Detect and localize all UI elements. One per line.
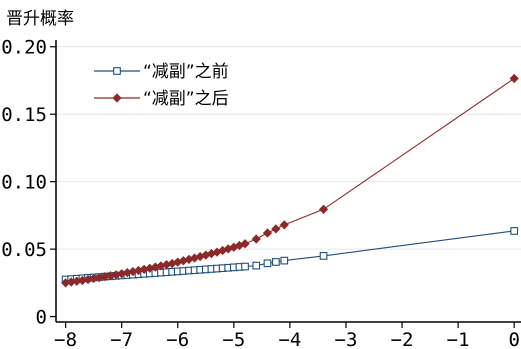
x-tick-label: −2 — [391, 329, 414, 349]
x-tick-label: 0 — [508, 329, 519, 349]
axes — [55, 40, 521, 323]
data-point-diamond — [240, 239, 250, 249]
data-point-square — [280, 256, 289, 265]
legend-label: “减副”之前 — [143, 62, 229, 82]
y-tick-label: 0 — [36, 307, 47, 329]
y-tick-label: 0.05 — [1, 239, 47, 261]
x-tick-label: −6 — [166, 329, 189, 349]
data-point-square — [252, 261, 261, 270]
series-group — [60, 73, 519, 288]
x-tick-label: −7 — [110, 329, 133, 349]
data-point-diamond — [318, 204, 329, 214]
y-tick-label: 0.15 — [1, 104, 47, 126]
x-tick-label: −5 — [222, 329, 245, 349]
data-point-square — [113, 67, 121, 75]
y-tick-label: 0.20 — [1, 37, 47, 59]
legend-label: “减副”之后 — [143, 89, 229, 109]
data-point-diamond — [262, 228, 273, 238]
data-point-diamond — [509, 73, 519, 84]
data-point-diamond — [271, 224, 281, 234]
y-axis-title: 晋升概率 — [6, 9, 74, 29]
data-point-diamond — [251, 234, 261, 244]
data-point-square — [510, 227, 519, 235]
x-tick-label: −3 — [335, 329, 358, 349]
x-ticks: −8 −7 −6 −5 −4 −3 −2 −1 0 — [54, 322, 520, 349]
x-tick-label: −4 — [278, 329, 301, 349]
y-tick-label: 0.10 — [1, 172, 47, 194]
y-ticks: 0 0.05 0.10 0.15 0.20 — [1, 37, 56, 329]
data-point-diamond — [112, 93, 122, 103]
x-tick-label: −1 — [447, 329, 470, 349]
data-point-square — [272, 258, 280, 266]
data-point-square — [241, 262, 249, 271]
data-point-square — [263, 259, 272, 268]
gridlines — [56, 46, 521, 250]
legend: “减副”之前 “减副”之后 — [94, 62, 229, 109]
x-tick-label: −8 — [54, 329, 77, 349]
data-point-diamond — [279, 220, 289, 230]
series-filled-diamond — [60, 73, 519, 288]
data-point-square — [319, 252, 328, 260]
